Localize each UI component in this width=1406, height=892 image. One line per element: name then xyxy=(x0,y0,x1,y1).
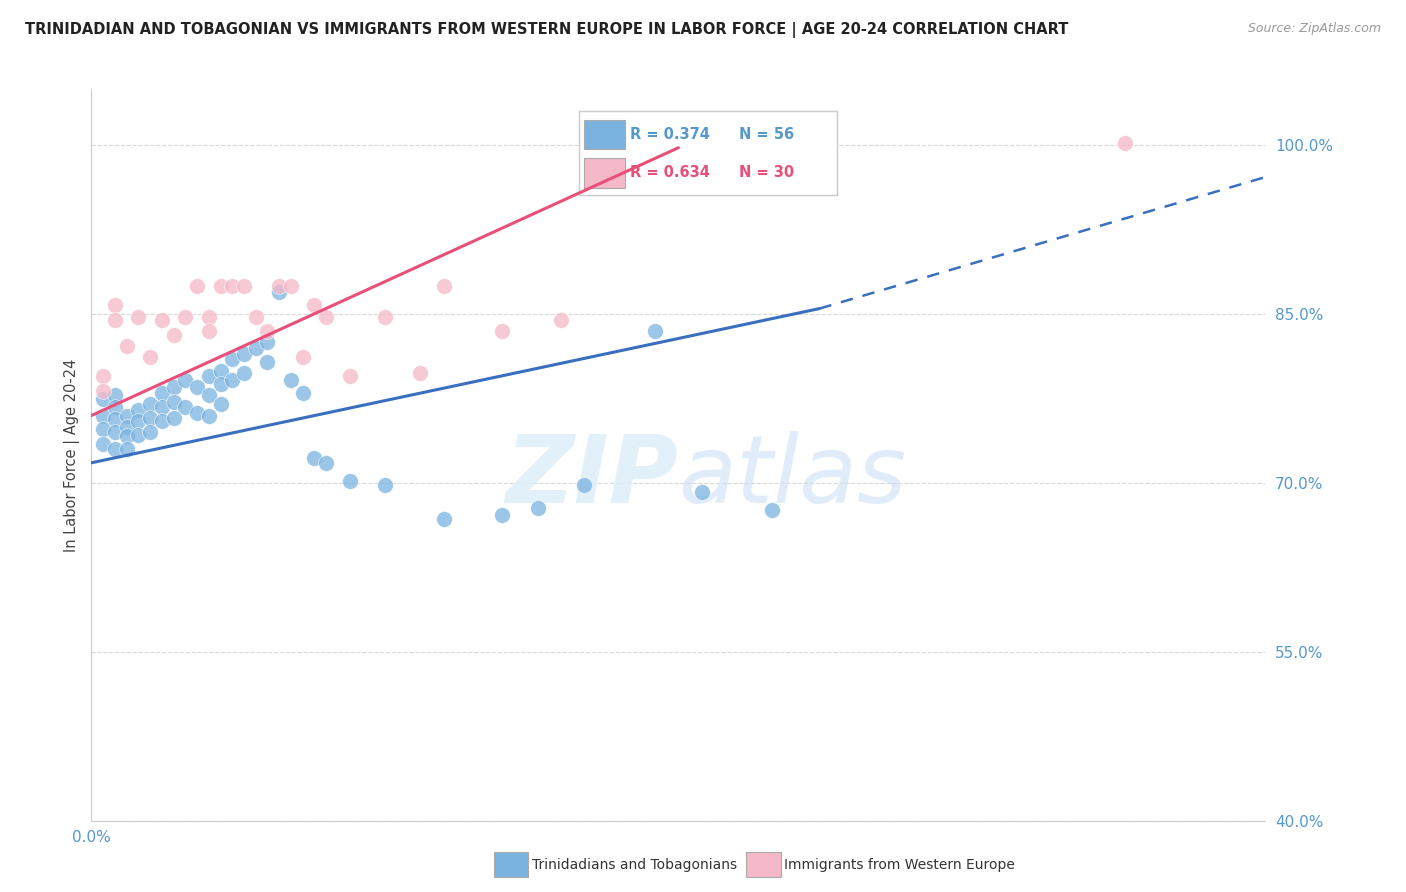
Point xyxy=(115,419,138,434)
Point xyxy=(150,386,173,401)
Point xyxy=(197,324,219,338)
Point xyxy=(269,279,291,293)
Point xyxy=(432,279,454,293)
Point xyxy=(115,429,138,443)
Point xyxy=(574,478,596,492)
Point xyxy=(304,298,326,312)
FancyBboxPatch shape xyxy=(494,852,529,877)
Text: TRINIDADIAN AND TOBAGONIAN VS IMMIGRANTS FROM WESTERN EUROPE IN LABOR FORCE | AG: TRINIDADIAN AND TOBAGONIAN VS IMMIGRANTS… xyxy=(25,22,1069,38)
Point xyxy=(91,369,114,384)
Point xyxy=(233,366,256,380)
Point xyxy=(339,474,361,488)
Point xyxy=(221,372,243,386)
Point xyxy=(233,346,256,360)
Point xyxy=(115,339,138,353)
Point xyxy=(245,341,267,355)
Point xyxy=(315,456,337,470)
Point xyxy=(315,310,337,324)
Point xyxy=(256,354,278,368)
Text: Trinidadians and Tobagonians: Trinidadians and Tobagonians xyxy=(531,857,737,871)
Point xyxy=(174,372,197,386)
FancyBboxPatch shape xyxy=(747,852,780,877)
Point xyxy=(690,485,713,500)
Point xyxy=(209,279,232,293)
Point xyxy=(209,363,232,377)
Point xyxy=(150,400,173,414)
Point xyxy=(197,388,219,402)
Point xyxy=(291,386,314,401)
Point xyxy=(233,279,256,293)
Point xyxy=(91,384,114,398)
Point xyxy=(162,327,184,342)
Point xyxy=(104,442,127,457)
Point xyxy=(245,310,267,324)
Point xyxy=(139,350,162,364)
Text: Source: ZipAtlas.com: Source: ZipAtlas.com xyxy=(1247,22,1381,36)
Point xyxy=(139,397,162,411)
Point xyxy=(186,406,208,420)
Point xyxy=(150,313,173,327)
Point xyxy=(104,298,127,312)
Point xyxy=(209,377,232,392)
Point xyxy=(104,412,127,426)
Point xyxy=(91,422,114,436)
Point xyxy=(186,279,208,293)
Point xyxy=(304,451,326,466)
Point xyxy=(162,380,184,394)
Point xyxy=(127,427,149,442)
Y-axis label: In Labor Force | Age 20-24: In Labor Force | Age 20-24 xyxy=(65,359,80,551)
Point xyxy=(197,310,219,324)
Point xyxy=(1114,136,1136,151)
Point xyxy=(162,395,184,409)
Point xyxy=(761,503,783,517)
Point xyxy=(197,369,219,384)
Point xyxy=(409,366,432,380)
Point xyxy=(221,352,243,367)
Point xyxy=(491,324,513,338)
Point xyxy=(91,436,114,450)
Point xyxy=(256,324,278,338)
Point xyxy=(139,410,162,425)
Point xyxy=(197,409,219,423)
Point xyxy=(139,425,162,440)
Point xyxy=(115,409,138,423)
Point xyxy=(339,369,361,384)
Point xyxy=(91,392,114,406)
Point xyxy=(127,310,149,324)
Point xyxy=(174,310,197,324)
Point xyxy=(174,400,197,414)
Point xyxy=(280,279,302,293)
Point xyxy=(291,350,314,364)
Point xyxy=(269,285,291,299)
Point xyxy=(221,279,243,293)
Point xyxy=(432,512,454,526)
Point xyxy=(491,508,513,522)
Point xyxy=(374,478,396,492)
Point xyxy=(374,310,396,324)
Point xyxy=(162,410,184,425)
Point xyxy=(209,397,232,411)
Text: ZIP: ZIP xyxy=(506,431,678,523)
Point xyxy=(150,414,173,428)
Point xyxy=(104,388,127,402)
Point xyxy=(115,442,138,457)
Point xyxy=(104,425,127,440)
Point xyxy=(186,380,208,394)
Point xyxy=(280,372,302,386)
Point xyxy=(127,403,149,417)
Point xyxy=(91,409,114,423)
Point xyxy=(644,324,666,338)
Point xyxy=(256,335,278,350)
Text: Immigrants from Western Europe: Immigrants from Western Europe xyxy=(785,857,1015,871)
Text: atlas: atlas xyxy=(678,432,907,523)
Point xyxy=(104,400,127,414)
Point xyxy=(550,313,572,327)
Point xyxy=(526,500,548,515)
Point xyxy=(104,313,127,327)
Point xyxy=(127,414,149,428)
